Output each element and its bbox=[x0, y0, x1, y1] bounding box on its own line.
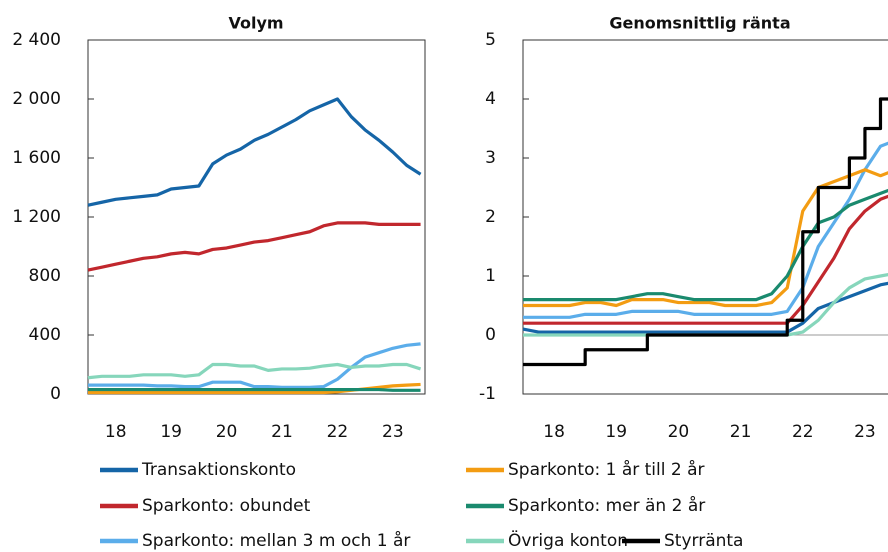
series-line bbox=[88, 387, 421, 392]
series-line bbox=[523, 141, 888, 319]
x-tick-label: 21 bbox=[271, 422, 293, 442]
y-tick-label: 3 bbox=[485, 148, 496, 168]
x-tick-label: 19 bbox=[160, 422, 182, 442]
y-tick-label: 400 bbox=[29, 325, 61, 345]
y-tick-label: 1 200 bbox=[12, 207, 61, 227]
plot-frame bbox=[87, 39, 426, 395]
x-tick-label: 21 bbox=[730, 422, 752, 442]
x-tick-label: 22 bbox=[792, 422, 814, 442]
legend-label: Sparkonto: 1 år till 2 år bbox=[508, 459, 705, 480]
y-tick-label: 2 000 bbox=[12, 89, 61, 109]
series-line bbox=[523, 188, 888, 302]
y-tick-label: 2 400 bbox=[12, 30, 61, 50]
x-tick-label: 23 bbox=[382, 422, 404, 442]
series-line bbox=[88, 342, 421, 389]
legend-label: Transaktionskonto bbox=[141, 460, 296, 480]
series-line bbox=[87, 362, 422, 380]
legend-label: Sparkonto: mellan 3 m och 1 år bbox=[142, 530, 410, 551]
y-tick-label: 1 bbox=[485, 266, 496, 286]
series-line bbox=[87, 97, 422, 207]
y-tick-label: 4 bbox=[485, 89, 496, 109]
x-tick-label: 23 bbox=[854, 422, 876, 442]
series-line bbox=[523, 168, 888, 308]
x-tick-label: 22 bbox=[327, 422, 349, 442]
legend-label: Sparkonto: obundet bbox=[142, 496, 311, 516]
x-tick-label: 18 bbox=[105, 422, 127, 442]
y-tick-label: 800 bbox=[29, 266, 61, 286]
legend-label: Övriga konton bbox=[508, 529, 628, 551]
series-line bbox=[523, 97, 888, 367]
x-tick-label: 20 bbox=[668, 422, 690, 442]
x-tick-label: 19 bbox=[605, 422, 627, 442]
y-tick-label: 1 600 bbox=[12, 148, 61, 168]
y-tick-label: -1 bbox=[479, 384, 496, 404]
legend-label: Sparkonto: mer än 2 år bbox=[508, 495, 705, 516]
y-tick-label: 0 bbox=[485, 325, 496, 345]
panel-title: Volym bbox=[228, 14, 283, 33]
legend-label: Styrränta bbox=[664, 531, 743, 551]
series-line bbox=[87, 221, 421, 272]
series-line bbox=[523, 194, 888, 325]
panel-title: Genomsnittlig ränta bbox=[609, 14, 790, 33]
y-tick-label: 5 bbox=[485, 30, 496, 50]
x-tick-label: 20 bbox=[216, 422, 238, 442]
x-tick-label: 18 bbox=[543, 422, 565, 442]
y-tick-label: 0 bbox=[50, 384, 61, 404]
y-tick-label: 2 bbox=[485, 207, 496, 227]
